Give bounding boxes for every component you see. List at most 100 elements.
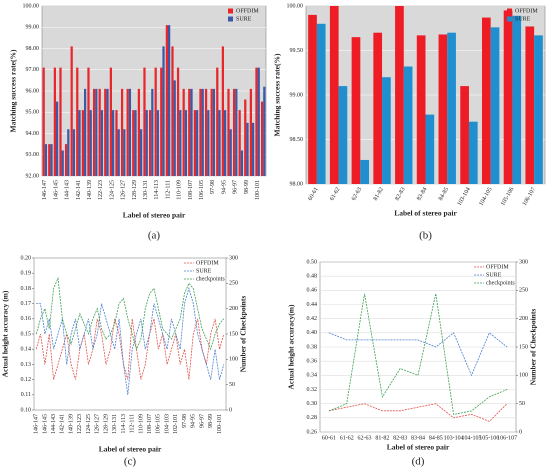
bar <box>403 66 413 184</box>
y-tick-label: 98.50 <box>290 137 304 143</box>
legend-label: OFFDIM <box>196 260 219 266</box>
y2-tick-label: 300 <box>229 255 238 261</box>
legend-label: OFFDIM <box>236 8 259 14</box>
bar <box>338 86 348 184</box>
x-tick-label: 108-107 <box>147 414 153 434</box>
bar <box>210 88 213 176</box>
y-tick-label: 0.16 <box>21 316 32 322</box>
x-tick-label: 82-83 <box>394 187 406 202</box>
y-tick-label: 0.30 <box>307 401 318 407</box>
y-axis-title: Matching success rate(%) <box>9 49 18 132</box>
x-tick-label: 61-62 <box>329 187 341 202</box>
bar <box>61 150 64 176</box>
x-axis-title: Label of stereo pair <box>123 211 186 220</box>
legend-swatch <box>228 16 233 22</box>
bar <box>227 88 230 176</box>
bar <box>360 159 370 184</box>
bar <box>115 110 118 176</box>
bar <box>218 110 221 176</box>
bar <box>160 67 163 176</box>
bar <box>100 110 104 176</box>
x-tick-label: 106-107 <box>522 187 537 207</box>
x-tick-label: 114-113 <box>154 180 160 200</box>
x-tick-label: 122-123 <box>98 180 104 200</box>
y-tick-label: 0.28 <box>307 415 318 421</box>
bar <box>204 88 208 176</box>
legend-swatch <box>507 8 512 14</box>
y-tick-label: 0.13 <box>21 362 32 368</box>
x-tick-label: 144-143 <box>65 180 71 200</box>
legend-label: SURE <box>196 268 212 274</box>
y2-tick-label: 250 <box>519 288 528 294</box>
bar <box>238 110 241 176</box>
bar <box>120 88 124 176</box>
legend-label: OFFDIM <box>515 8 538 14</box>
y-tick-label: 0.14 <box>21 347 32 353</box>
legend-label: SURE <box>515 16 531 22</box>
bar <box>154 67 157 176</box>
bar <box>104 88 107 176</box>
x-tick-label: 146-147 <box>42 180 48 200</box>
panel-label: (b) <box>419 230 432 242</box>
y-tick-label: 100.00 <box>23 3 40 9</box>
x-tick-label: 126-127 <box>95 414 101 434</box>
bar <box>382 77 391 184</box>
bar <box>67 129 70 176</box>
x-tick-label: 81-82 <box>375 435 389 441</box>
x-tick-label: 140-139 <box>68 414 74 434</box>
series-line <box>328 293 508 415</box>
x-tick-label: 104-105 <box>461 435 481 441</box>
y2-tick-label: 200 <box>229 306 238 312</box>
bar <box>137 88 140 176</box>
x-tick-label: 112-111 <box>130 414 136 433</box>
x-tick-label: 96-97 <box>233 180 239 194</box>
series-line <box>35 318 225 380</box>
bar <box>53 67 56 176</box>
bar <box>425 114 435 184</box>
bar <box>525 26 535 184</box>
y2-tick-label: 150 <box>519 344 528 350</box>
x-tick-label: 98-99 <box>244 180 250 194</box>
y-tick-label: 0.15 <box>21 331 32 337</box>
x-tick-label: 130-131 <box>112 414 118 434</box>
bar <box>232 88 236 176</box>
bar <box>207 110 210 176</box>
x-tick-label: 105-106 <box>479 435 499 441</box>
bar <box>59 67 62 176</box>
series-line <box>35 276 225 351</box>
bar <box>87 67 90 176</box>
x-tick-label: 144-143 <box>51 414 57 434</box>
y-tick-label: 0.38 <box>307 344 318 350</box>
x-tick-label: 104-103 <box>164 414 170 434</box>
bar <box>263 86 266 176</box>
bar <box>212 88 216 176</box>
x-tick-label: 97-98 <box>210 180 216 194</box>
x-tick-label: 126-127 <box>121 180 127 200</box>
x-tick-label: 94-95 <box>191 414 197 428</box>
bar <box>42 67 45 176</box>
bar <box>92 88 96 176</box>
y2-axis-title: Number of Checkpoints <box>529 309 538 386</box>
bar <box>184 110 188 176</box>
bar <box>148 110 152 176</box>
bar <box>240 150 244 176</box>
bar <box>143 67 146 176</box>
bar <box>235 88 238 176</box>
x-tick-label: 94-95 <box>221 180 227 194</box>
bar <box>165 25 168 176</box>
panel-label: (c) <box>124 456 137 468</box>
y2-tick-label: 250 <box>229 281 238 287</box>
x-tick-label: 130-131 <box>143 180 149 200</box>
bar <box>460 86 469 184</box>
bar <box>221 46 224 176</box>
series-line <box>36 286 225 395</box>
y-tick-label: 98.00 <box>26 46 40 52</box>
x-tick-label: 140-139 <box>87 180 93 200</box>
x-tick-label: 84-85 <box>429 435 443 441</box>
bar <box>78 110 81 176</box>
x-axis-title: Label of stereo pair <box>387 443 450 452</box>
legend-label: checkpoints <box>196 276 225 282</box>
y-tick-label: 95.00 <box>26 110 40 116</box>
y-tick-label: 0.18 <box>21 286 32 292</box>
x-tick-label: 124-125 <box>86 414 92 434</box>
